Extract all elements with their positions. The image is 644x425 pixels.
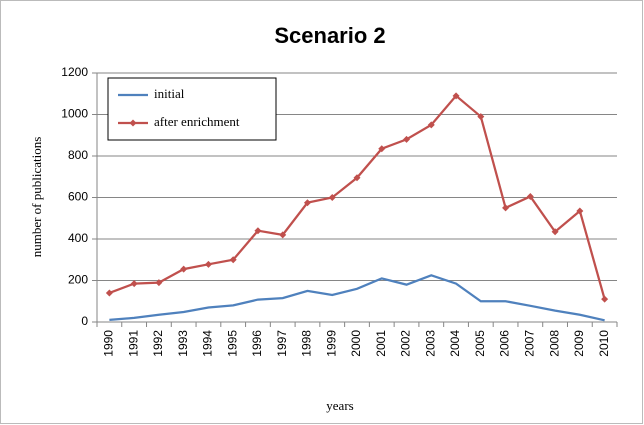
x-axis-label: years — [326, 398, 353, 413]
legend-label: initial — [154, 86, 185, 101]
x-tick-label: 2010 — [597, 330, 611, 357]
point-marker — [229, 256, 237, 264]
point-marker — [576, 207, 584, 215]
point-marker — [204, 260, 212, 268]
point-marker — [452, 92, 460, 100]
point-marker — [303, 199, 311, 207]
x-tick-label: 2002 — [399, 330, 413, 357]
point-marker — [477, 113, 485, 121]
x-tick-label: 1996 — [250, 330, 264, 357]
point-marker — [353, 174, 361, 182]
legend-label: after enrichment — [154, 114, 240, 129]
point-marker — [130, 280, 138, 288]
x-tick-label: 1991 — [126, 330, 140, 357]
point-marker — [502, 204, 510, 212]
x-tick-label: 2007 — [523, 330, 537, 357]
series-line — [109, 274, 605, 322]
x-tick-label: 1994 — [201, 330, 215, 357]
point-marker — [328, 194, 336, 201]
point-marker — [403, 135, 411, 143]
x-tick-label: 2009 — [572, 330, 586, 357]
point-marker — [378, 145, 386, 153]
point-marker — [526, 192, 534, 200]
x-tick-label: 1997 — [275, 330, 289, 357]
point-marker — [279, 231, 287, 239]
x-tick-label: 1995 — [225, 330, 239, 357]
y-tick-label: 1200 — [61, 65, 88, 79]
point-marker — [601, 295, 609, 303]
x-tick-label: 2006 — [498, 330, 512, 357]
y-tick-label: 1000 — [61, 107, 88, 121]
x-tick-label: 2005 — [473, 330, 487, 357]
x-tick-label: 2003 — [423, 330, 437, 357]
y-tick-label: 800 — [68, 148, 88, 162]
point-marker — [254, 227, 262, 235]
y-axis-label: number of publications — [29, 137, 44, 258]
y-tick-label: 200 — [68, 273, 88, 287]
legend: initial after enrichment — [107, 77, 277, 141]
x-tick-label: 1993 — [176, 330, 190, 357]
point-marker — [427, 121, 435, 129]
x-tick-label: 1992 — [151, 330, 165, 357]
x-tick-label: 1998 — [300, 330, 314, 357]
x-tick-label: 2001 — [374, 330, 388, 357]
x-tick-label: 1999 — [324, 330, 338, 357]
legend-box — [107, 77, 277, 141]
point-marker — [551, 228, 559, 236]
x-tick-label: 2004 — [448, 330, 462, 357]
point-marker — [155, 279, 163, 287]
point-marker — [180, 265, 188, 273]
y-tick-label: 600 — [68, 190, 88, 204]
y-tick-label: 400 — [68, 231, 88, 245]
legend-marker — [129, 119, 137, 127]
x-tick-label: 2000 — [349, 330, 363, 357]
y-tick-label: 0 — [81, 314, 88, 328]
chart-title: Scenario 2 — [274, 23, 385, 48]
x-tick-label: 2008 — [547, 330, 561, 357]
point-marker — [105, 289, 113, 297]
x-tick-label: 1990 — [102, 330, 116, 357]
